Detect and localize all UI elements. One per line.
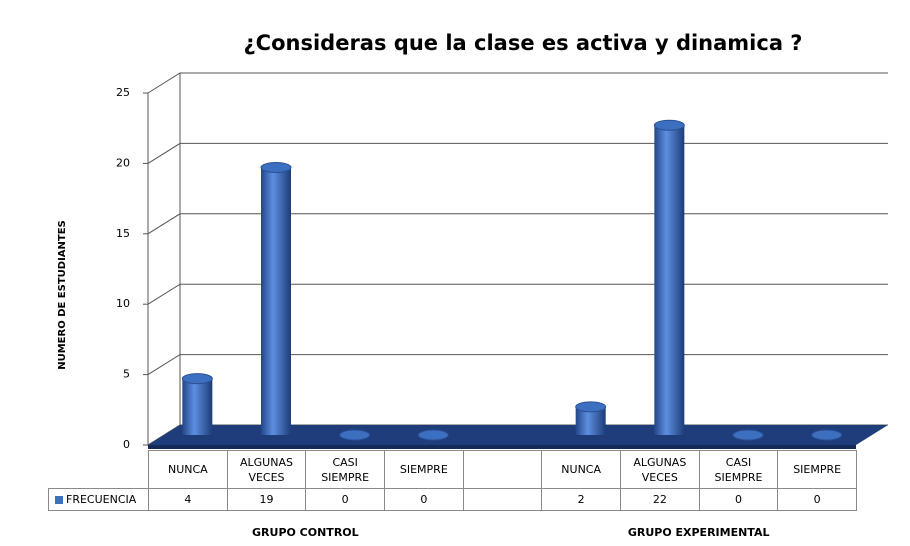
y-axis-label: NUMERO DE ESTUDIANTES (57, 220, 68, 370)
bar-top (181, 373, 213, 385)
bar (654, 125, 685, 436)
grid-line (147, 213, 888, 235)
grid-line (147, 142, 888, 164)
bar-top (417, 429, 449, 441)
group-label: GRUPO EXPERIMENTAL (627, 526, 770, 539)
value-cell: 19 (226, 488, 307, 511)
bar-top (811, 429, 843, 441)
category-cell: SIEMPRE (777, 450, 857, 489)
category-cell: ALGUNAS VECES (620, 450, 700, 489)
category-cell: NUNCA (541, 450, 621, 489)
category-cell: NUNCA (148, 450, 228, 489)
bar-top (339, 429, 371, 441)
bar (261, 167, 291, 436)
y-tick-label: 5 (123, 368, 130, 381)
value-cell: 4 (148, 488, 228, 511)
grid-line (147, 72, 888, 94)
bar-top (653, 119, 685, 131)
value-cell: 0 (777, 488, 857, 511)
legend-cell: FRECUENCIA (48, 488, 149, 511)
value-cell: 0 (698, 488, 779, 511)
grid-line (147, 283, 888, 305)
legend-swatch (55, 495, 63, 504)
y-tick-label: 15 (116, 227, 130, 240)
bar (182, 378, 213, 435)
legend-label: FRECUENCIA (66, 493, 137, 506)
y-tick-label: 10 (116, 297, 130, 310)
category-cell: ALGUNAS VECES (226, 450, 307, 489)
y-tick-label: 20 (116, 156, 130, 169)
chart-title: ¿Consideras que la clase es activa y din… (244, 31, 803, 55)
bar-top (260, 161, 292, 173)
y-tick-label: 25 (116, 86, 130, 99)
category-cell: CASI SIEMPRE (698, 450, 779, 489)
category-cell: SIEMPRE (384, 450, 464, 489)
value-cell: 0 (305, 488, 385, 511)
category-cell: CASI SIEMPRE (305, 450, 385, 489)
value-cell (462, 488, 543, 511)
group-label: GRUPO CONTROL (252, 526, 359, 539)
category-cell (462, 450, 543, 489)
y-tick-label: 0 (123, 438, 130, 451)
grid-line (147, 354, 888, 376)
bar-top (732, 429, 764, 441)
bar-top (575, 401, 607, 413)
floor-edge (148, 445, 856, 449)
value-cell: 0 (384, 488, 464, 511)
floor (148, 425, 888, 445)
value-cell: 22 (620, 488, 700, 511)
value-cell: 2 (541, 488, 621, 511)
